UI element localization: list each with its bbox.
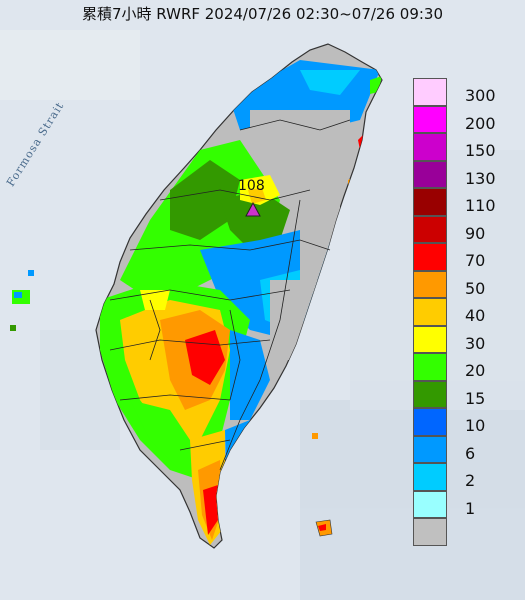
legend-swatch — [413, 408, 447, 436]
legend-swatch — [413, 325, 447, 353]
legend-row: 110 — [413, 188, 509, 216]
map-title: 累積7小時 RWRF 2024/07/26 02:30~07/26 09:30 — [81, 5, 444, 23]
legend-swatch — [413, 518, 447, 546]
legend-label: 110 — [465, 196, 496, 215]
legend-row: 30 — [413, 325, 509, 353]
rainfall-legend: 300 200 150 130 110 90 70 50 40 30 20 15 10 6 2 1 — [413, 78, 509, 546]
legend-swatch — [413, 188, 447, 216]
legend-row: 200 — [413, 105, 509, 133]
legend-row: 70 — [413, 243, 509, 271]
legend-swatch — [413, 463, 447, 491]
legend-label: 2 — [465, 471, 476, 490]
legend-row: 2 — [413, 463, 509, 491]
legend-row: 6 — [413, 435, 509, 463]
legend-label: 40 — [465, 306, 486, 325]
offshore-islands — [10, 270, 333, 537]
legend-label: 130 — [465, 168, 496, 188]
legend-swatch — [413, 380, 447, 408]
legend-label: 300 — [465, 86, 496, 105]
legend-label: 1 — [465, 498, 476, 518]
legend-row: 15 — [413, 380, 509, 408]
legend-swatch — [413, 243, 447, 271]
legend-row: 90 — [413, 215, 509, 243]
legend-swatch — [413, 298, 447, 326]
legend-row: 130 — [413, 160, 509, 188]
legend-label: 90 — [465, 223, 486, 243]
legend-label: 150 — [465, 141, 496, 160]
legend-swatch — [413, 78, 447, 106]
legend-swatch — [413, 270, 447, 298]
legend-row: 1 — [413, 490, 509, 518]
legend-label: 30 — [465, 333, 486, 353]
legend-swatch — [413, 133, 447, 161]
legend-label: 20 — [465, 361, 486, 380]
max-station-triangle — [245, 201, 261, 217]
legend-label: 70 — [465, 251, 486, 270]
legend-label: 6 — [465, 443, 476, 463]
legend-label: 15 — [465, 388, 486, 408]
legend-label: 10 — [465, 416, 486, 435]
legend-row — [413, 518, 509, 546]
legend-label: 200 — [465, 113, 496, 133]
legend-swatch — [413, 105, 447, 133]
legend-swatch — [413, 215, 447, 243]
station-max-value: 108 — [238, 178, 265, 194]
legend-row: 50 — [413, 270, 509, 298]
legend-swatch — [413, 490, 447, 518]
legend-row: 40 — [413, 298, 509, 326]
legend-label: 50 — [465, 278, 486, 298]
legend-row: 150 — [413, 133, 509, 161]
legend-row: 300 — [413, 78, 509, 106]
legend-swatch — [413, 435, 447, 463]
legend-swatch — [413, 353, 447, 381]
county-boundaries — [109, 119, 351, 471]
legend-swatch — [413, 160, 447, 188]
legend-row: 20 — [413, 353, 509, 381]
legend-row: 10 — [413, 408, 509, 436]
